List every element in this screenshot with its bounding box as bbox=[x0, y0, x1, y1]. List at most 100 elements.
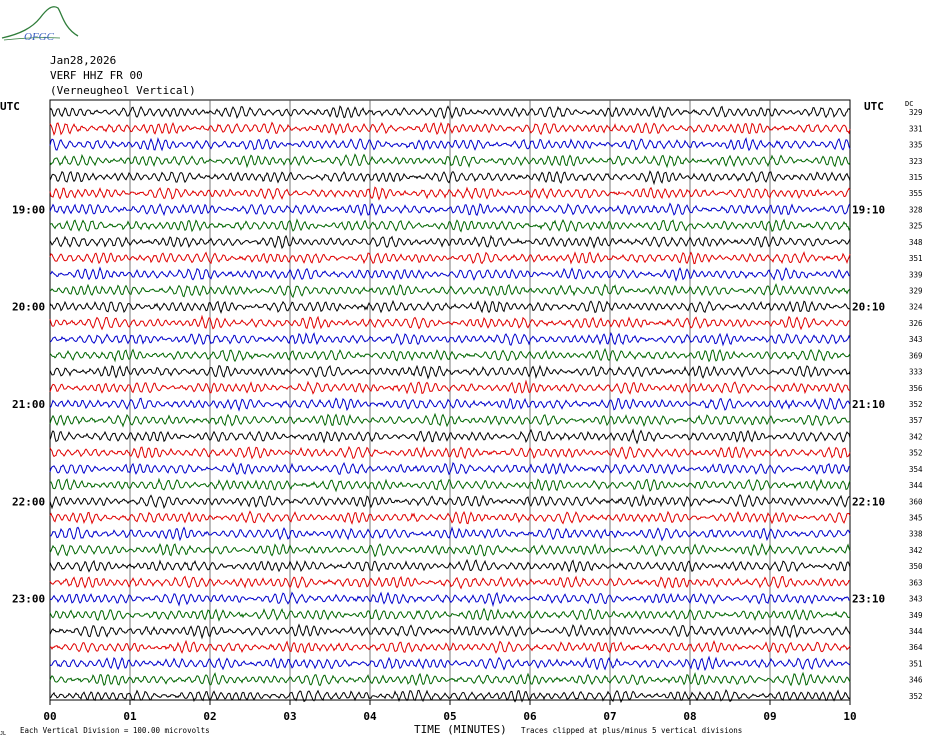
seismic-trace bbox=[49, 251, 851, 265]
seismic-trace bbox=[49, 234, 851, 250]
dc-offset-label: 352 bbox=[909, 692, 923, 701]
x-tick-label: 02 bbox=[203, 710, 216, 723]
x-tick-label: 01 bbox=[123, 710, 137, 723]
dc-header-label: DC bbox=[905, 100, 913, 108]
x-axis-title: TIME (MINUTES) bbox=[414, 723, 507, 736]
seismic-trace bbox=[49, 170, 851, 186]
dc-offset-label: 369 bbox=[909, 351, 923, 360]
dc-offset-label: 354 bbox=[909, 465, 923, 474]
dc-offset-label: 363 bbox=[909, 578, 923, 587]
seismic-trace bbox=[49, 477, 851, 493]
x-tick-label: 08 bbox=[683, 710, 696, 723]
seismic-trace bbox=[49, 428, 851, 445]
seismic-trace bbox=[49, 510, 851, 525]
dc-offset-label: 344 bbox=[909, 627, 923, 636]
seismic-trace bbox=[49, 218, 851, 233]
x-tick-label: 03 bbox=[283, 710, 296, 723]
left-hour-label: 23:00 bbox=[12, 593, 45, 606]
seismic-trace bbox=[49, 364, 851, 380]
header-date: Jan28,2026 bbox=[50, 54, 117, 67]
seismic-trace bbox=[49, 623, 851, 640]
seismic-trace bbox=[49, 607, 851, 622]
seismic-trace bbox=[49, 575, 850, 590]
dc-offset-label: 325 bbox=[909, 222, 923, 231]
dc-offset-label: 352 bbox=[909, 400, 923, 409]
seismic-trace bbox=[49, 347, 851, 363]
x-tick-label: 00 bbox=[43, 710, 56, 723]
seismic-trace bbox=[49, 379, 851, 395]
dc-offset-label: 360 bbox=[909, 497, 923, 506]
seismic-trace bbox=[49, 105, 851, 120]
x-tick-label: 04 bbox=[363, 710, 377, 723]
right-hour-label: 21:10 bbox=[852, 398, 885, 411]
left-hour-label: 19:00 bbox=[12, 203, 45, 216]
seismic-trace bbox=[49, 542, 851, 558]
corner-mark: JL bbox=[0, 731, 6, 737]
dc-offset-label: 344 bbox=[909, 481, 923, 490]
seismic-trace bbox=[49, 639, 851, 654]
seismic-trace bbox=[49, 445, 851, 460]
dc-offset-label: 364 bbox=[909, 643, 923, 652]
dc-offset-label: 357 bbox=[909, 416, 923, 425]
seismic-trace bbox=[49, 493, 851, 510]
header-station: VERF HHZ FR 00 bbox=[50, 69, 143, 82]
dc-offset-label: 343 bbox=[909, 595, 923, 604]
seismic-trace bbox=[50, 526, 851, 542]
dc-offset-label: 339 bbox=[909, 270, 923, 279]
dc-offset-label: 356 bbox=[909, 384, 923, 393]
dc-offset-label: 323 bbox=[909, 157, 923, 166]
dc-offset-label: 324 bbox=[909, 303, 923, 312]
logo-mountain-icon bbox=[1, 6, 79, 39]
header-location: (Verneugheol Vertical) bbox=[50, 84, 196, 97]
left-hour-label: 22:00 bbox=[12, 495, 45, 508]
dc-offset-label: 315 bbox=[909, 173, 923, 182]
seismic-trace bbox=[49, 283, 851, 299]
seismic-trace bbox=[49, 266, 851, 282]
dc-offset-label: 338 bbox=[909, 530, 923, 539]
seismic-trace bbox=[49, 202, 851, 217]
seismic-trace bbox=[49, 314, 851, 331]
x-tick-label: 09 bbox=[763, 710, 776, 723]
x-tick-label: 06 bbox=[523, 710, 537, 723]
seismic-trace bbox=[49, 412, 851, 428]
dc-offset-label: 351 bbox=[909, 659, 923, 668]
seismic-trace bbox=[49, 299, 851, 314]
seismic-traces bbox=[49, 105, 851, 704]
seismic-trace bbox=[49, 671, 851, 687]
seismic-trace bbox=[49, 136, 851, 152]
dc-offset-label: 342 bbox=[909, 546, 923, 555]
seismic-trace bbox=[49, 558, 851, 574]
x-tick-label: 05 bbox=[443, 710, 456, 723]
logo-text: OFGC bbox=[24, 31, 55, 43]
left-hour-label: 20:00 bbox=[12, 301, 45, 314]
dc-offset-label: 346 bbox=[909, 676, 923, 685]
dc-offset-label: 328 bbox=[909, 205, 923, 214]
seismic-trace bbox=[49, 461, 851, 476]
axis-labels: 329 331 335 323 315 355 328 325 348 351 339 329 324 3… bbox=[0, 100, 923, 737]
dc-offset-label: 329 bbox=[909, 108, 923, 117]
dc-offset-label: 331 bbox=[909, 124, 923, 133]
clip-note: Traces clipped at plus/minus 5 vertical … bbox=[521, 726, 742, 735]
dc-offset-label: 326 bbox=[909, 319, 923, 328]
dc-offset-label: 333 bbox=[909, 368, 923, 377]
x-tick-label: 07 bbox=[603, 710, 616, 723]
seismic-trace bbox=[49, 331, 851, 347]
seismic-trace bbox=[49, 655, 851, 672]
seismic-trace bbox=[49, 186, 851, 201]
seismic-trace bbox=[49, 591, 851, 608]
vertical-division-note: Each Vertical Division = 100.00 microvol… bbox=[20, 726, 210, 735]
dc-offset-label: 349 bbox=[909, 611, 923, 620]
dc-offset-label: 345 bbox=[909, 514, 923, 523]
dc-offset-label: 342 bbox=[909, 432, 923, 441]
dc-offset-label: 329 bbox=[909, 286, 923, 295]
dc-offset-label: 335 bbox=[909, 141, 923, 150]
seismic-trace bbox=[49, 121, 851, 136]
seismic-trace bbox=[49, 397, 851, 412]
dc-offset-label: 343 bbox=[909, 335, 923, 344]
right-hour-label: 23:10 bbox=[852, 593, 885, 606]
dc-offset-label: 355 bbox=[909, 189, 923, 198]
left-hour-label: 21:00 bbox=[12, 398, 45, 411]
x-tick-label: 10 bbox=[843, 710, 856, 723]
seismic-trace bbox=[49, 689, 851, 704]
